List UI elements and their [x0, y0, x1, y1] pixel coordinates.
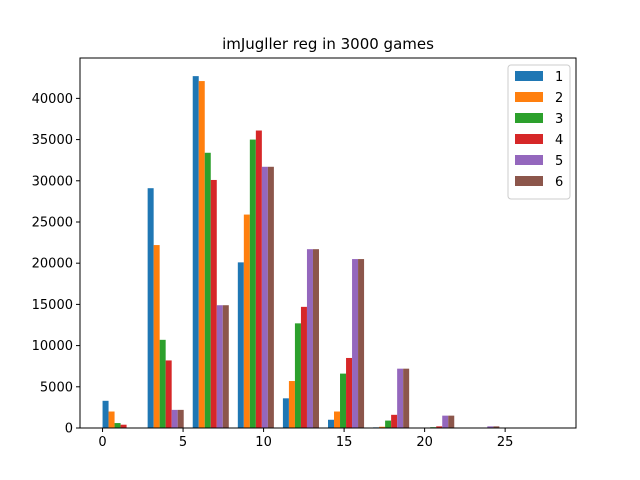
x-tick-label: 0: [98, 435, 106, 450]
bar-series-5-bin-4: [306, 249, 313, 428]
bar-series-6-bin-5: [358, 259, 365, 428]
legend-label-6: 6: [555, 175, 563, 190]
legend-swatch-2: [515, 92, 543, 102]
bar-series-4-bin-4: [300, 306, 307, 428]
legend-swatch-3: [515, 113, 543, 123]
bar-series-3-bin-3: [249, 139, 256, 428]
legend-swatch-5: [515, 155, 543, 165]
bar-series-1-bin-4: [282, 398, 289, 428]
bars-group: [102, 76, 500, 428]
y-tick-label: 20000: [32, 257, 73, 272]
bar-series-1-bin-5: [328, 419, 335, 428]
x-tick-label: 15: [336, 435, 353, 450]
bar-series-3-bin-4: [294, 323, 301, 428]
bar-series-4-bin-1: [165, 360, 172, 428]
bar-series-3-bin-1: [159, 339, 166, 428]
bar-series-1-bin-2: [192, 76, 199, 428]
bar-series-4-bin-5: [346, 357, 353, 428]
bar-series-5-bin-3: [261, 166, 268, 428]
y-tick-label: 40000: [32, 92, 73, 107]
bar-series-2-bin-0: [108, 411, 115, 428]
bar-series-2-bin-2: [198, 81, 205, 428]
legend-swatch-4: [515, 134, 543, 144]
bar-series-5-bin-7: [442, 415, 449, 428]
y-tick-label: 35000: [32, 133, 73, 148]
plot-area-frame: [79, 57, 577, 429]
bar-series-6-bin-2: [222, 305, 229, 428]
y-tick-label: 10000: [32, 339, 73, 354]
y-tick-label: 30000: [32, 174, 73, 189]
bar-series-1-bin-3: [237, 262, 244, 428]
bar-series-2-bin-4: [288, 381, 295, 428]
x-tick-label: 10: [255, 435, 272, 450]
x-tick-label: 20: [416, 435, 433, 450]
x-tick-label: 25: [497, 435, 514, 450]
bar-series-1-bin-0: [102, 400, 109, 428]
y-tick-label: 0: [65, 422, 73, 437]
bar-series-6-bin-4: [312, 249, 319, 428]
legend-label-5: 5: [555, 154, 563, 169]
y-tick-label: 15000: [32, 298, 73, 313]
legend-label-1: 1: [555, 70, 563, 85]
bar-series-5-bin-5: [352, 259, 359, 428]
bar-series-6-bin-1: [177, 409, 184, 428]
bar-series-1-bin-1: [147, 188, 154, 428]
bar-series-5-bin-2: [216, 305, 223, 428]
legend-label-2: 2: [555, 91, 563, 106]
bar-series-6-bin-3: [267, 166, 274, 428]
bar-series-5-bin-1: [171, 409, 178, 428]
x-axis: 0 5 10 15 20 25: [98, 428, 513, 450]
bar-series-3-bin-2: [204, 152, 211, 428]
bar-series-3-bin-6: [385, 420, 392, 428]
bar-series-2-bin-3: [243, 214, 250, 428]
legend: 1 2 3 4 5 6: [507, 64, 571, 200]
bar-series-3-bin-0: [114, 423, 121, 428]
bar-series-4-bin-3: [255, 130, 262, 428]
legend-label-3: 3: [555, 112, 563, 127]
bar-series-4-bin-7: [436, 426, 443, 428]
y-axis: 0 5000 10000 15000 20000 25000 30000 35000 40000: [32, 92, 80, 437]
legend-swatch-6: [515, 176, 543, 186]
legend-swatch-1: [515, 71, 543, 81]
bar-series-5-bin-8: [487, 426, 494, 428]
x-tick-label: 5: [179, 435, 187, 450]
bar-series-6-bin-6: [403, 368, 410, 428]
bar-series-6-bin-8: [493, 426, 500, 428]
bar-series-4-bin-0: [120, 424, 127, 428]
bar-series-2-bin-5: [334, 411, 341, 428]
bar-series-3-bin-5: [340, 373, 347, 428]
y-tick-label: 25000: [32, 215, 73, 230]
bar-series-6-bin-7: [448, 415, 455, 428]
bar-series-2-bin-6: [379, 426, 386, 428]
y-tick-label: 5000: [40, 380, 73, 395]
bar-series-4-bin-6: [391, 414, 398, 428]
bar-series-2-bin-1: [153, 245, 160, 428]
legend-label-4: 4: [555, 133, 563, 148]
bar-series-4-bin-2: [210, 179, 217, 428]
chart-title: imJugller reg in 3000 games: [222, 35, 434, 53]
bar-series-5-bin-6: [397, 368, 404, 428]
